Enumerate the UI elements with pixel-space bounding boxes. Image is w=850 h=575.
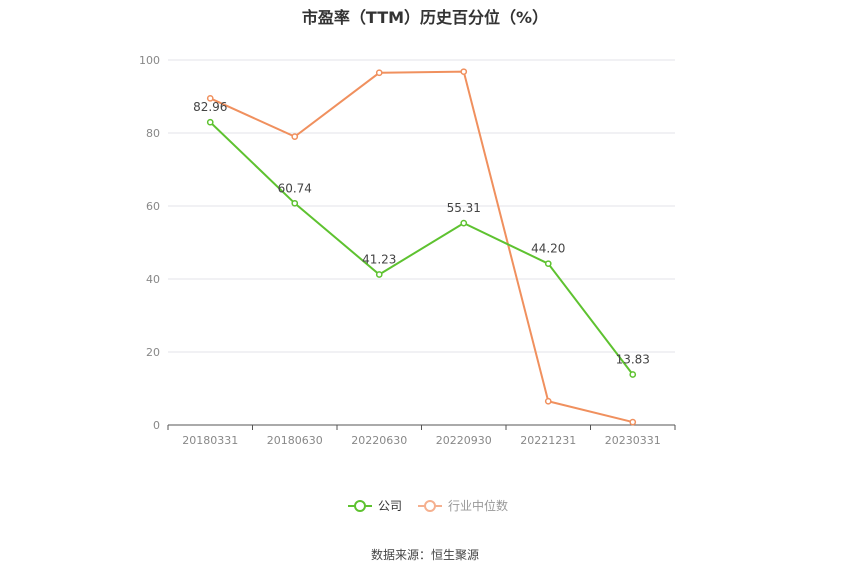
series-line-industry-median — [209, 70, 633, 424]
data-point — [460, 219, 468, 227]
data-point — [629, 371, 637, 378]
y-tick-label: 40 — [146, 273, 160, 286]
data-label: 13.83 — [616, 353, 650, 367]
data-label: 55.31 — [447, 201, 481, 215]
data-point — [291, 199, 299, 207]
legend-marker — [424, 500, 436, 512]
legend-label: 公司 — [378, 499, 402, 513]
data-point — [629, 418, 637, 426]
data-point — [544, 260, 552, 268]
data-point — [375, 271, 383, 278]
data-label: 60.74 — [278, 181, 312, 195]
data-point — [460, 68, 468, 76]
x-tick-label: 20220630 — [351, 434, 407, 447]
x-tick-label: 20180331 — [182, 434, 238, 447]
x-tick-label: 20220930 — [436, 434, 492, 447]
series-line-company — [209, 121, 634, 376]
data-label: 82.96 — [193, 100, 227, 114]
y-tick-label: 20 — [146, 346, 160, 359]
data-label: 41.23 — [362, 253, 396, 267]
data-point — [206, 118, 214, 126]
y-tick-label: 60 — [146, 200, 160, 213]
data-point — [544, 397, 552, 405]
data-point — [375, 69, 383, 77]
data-source: 数据来源：恒生聚源 — [370, 548, 479, 562]
data-label: 44.20 — [531, 242, 565, 256]
chart-title: 市盈率（TTM）历史百分位（%） — [301, 8, 549, 27]
x-tick-label: 20180630 — [267, 434, 323, 447]
x-tick-label: 20221231 — [520, 434, 576, 447]
legend-marker — [354, 500, 366, 512]
data-point — [291, 133, 299, 140]
y-tick-label: 80 — [146, 127, 160, 140]
data-point — [206, 94, 214, 102]
legend-label: 行业中位数 — [448, 498, 508, 513]
x-tick-label: 20230331 — [605, 434, 661, 447]
y-tick-label: 100 — [139, 54, 160, 67]
y-tick-label: 0 — [153, 419, 160, 432]
